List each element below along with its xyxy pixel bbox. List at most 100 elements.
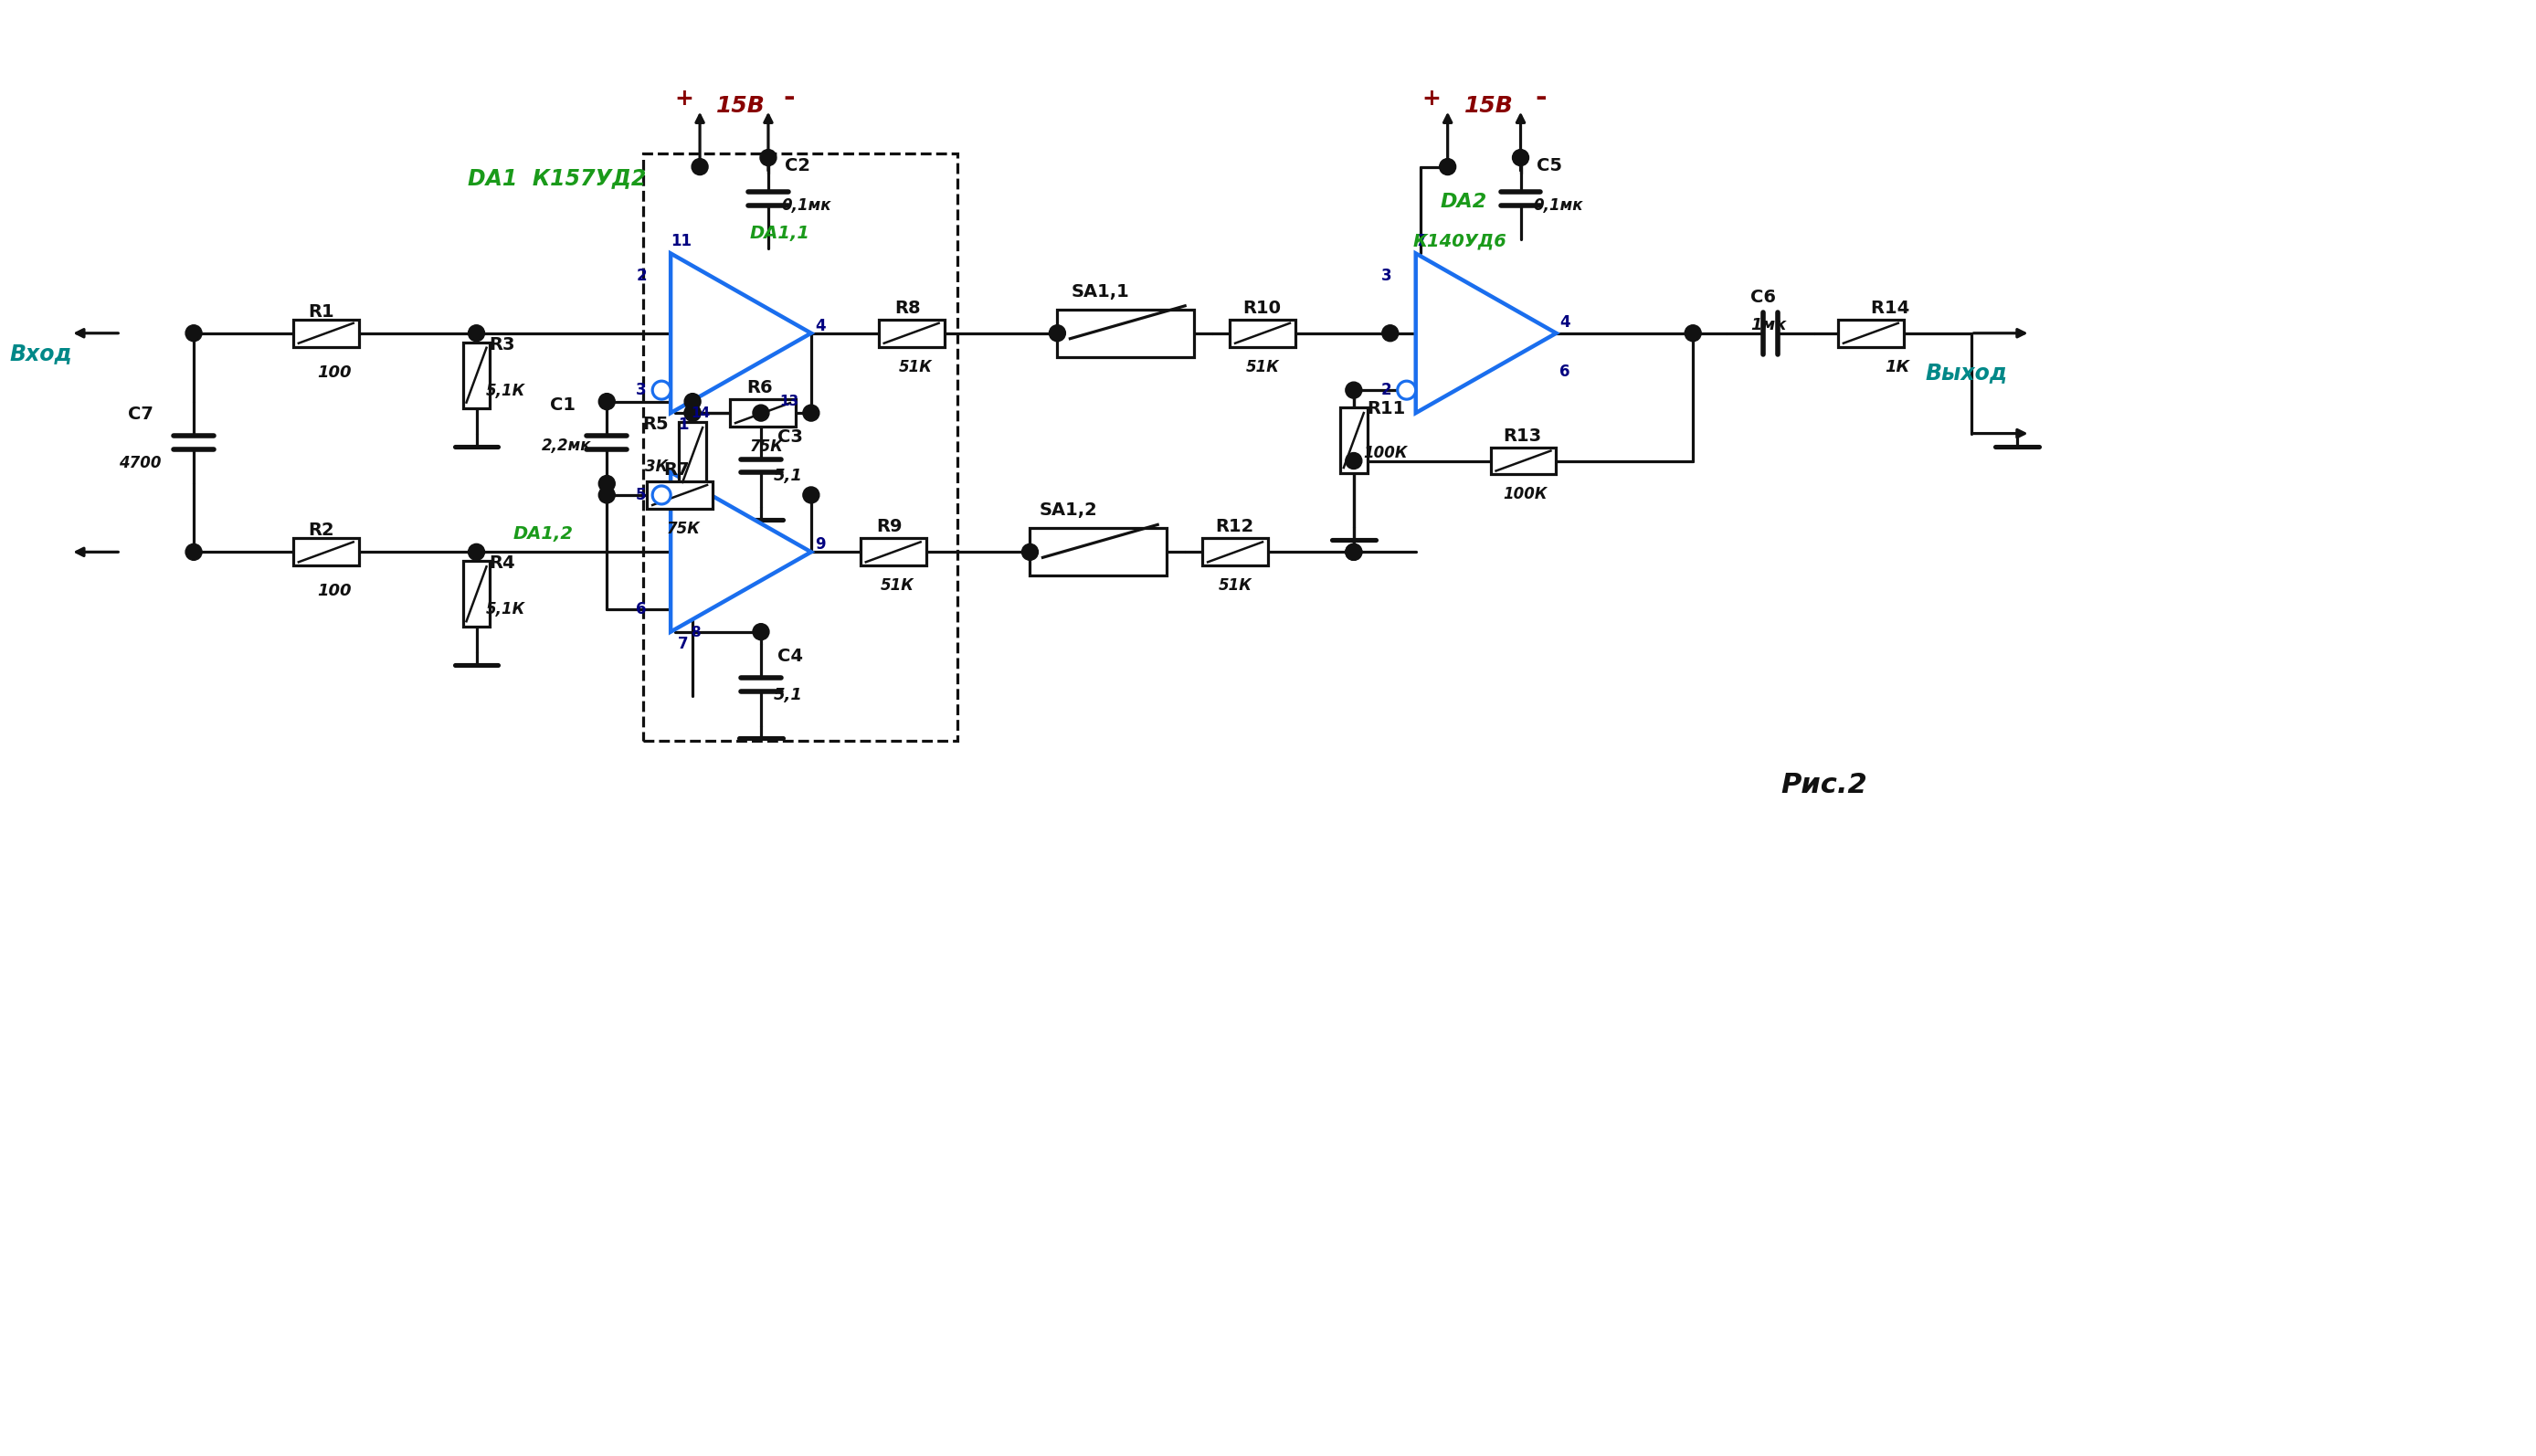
Text: R1: R1	[307, 303, 335, 320]
Bar	[1491, 447, 1557, 475]
Text: 15В: 15В	[1463, 95, 1514, 116]
Circle shape	[685, 405, 700, 421]
Bar	[877, 319, 943, 347]
Text: Выход: Выход	[1925, 361, 2009, 383]
Bar	[1230, 319, 1296, 347]
Polygon shape	[670, 472, 812, 632]
Circle shape	[692, 159, 708, 175]
Circle shape	[685, 405, 700, 421]
Text: 1: 1	[677, 416, 687, 432]
Circle shape	[1347, 543, 1362, 561]
Circle shape	[1050, 325, 1065, 341]
Bar	[647, 482, 713, 508]
Text: 100: 100	[317, 582, 350, 600]
Bar	[1030, 529, 1167, 575]
Text: R8: R8	[895, 300, 921, 317]
Text: R5: R5	[642, 415, 670, 432]
Bar	[644, 153, 956, 741]
Polygon shape	[1415, 253, 1557, 414]
Text: 2,2мк: 2,2мк	[540, 437, 591, 453]
Text: 4: 4	[1560, 314, 1570, 331]
Bar	[462, 561, 489, 626]
Circle shape	[1684, 325, 1702, 341]
Text: SA1,2: SA1,2	[1040, 502, 1098, 520]
Polygon shape	[670, 253, 812, 414]
Text: 4700: 4700	[119, 456, 162, 472]
Text: R11: R11	[1367, 400, 1405, 418]
Text: 5,1К: 5,1К	[484, 601, 525, 617]
Text: DA2: DA2	[1440, 194, 1486, 211]
Text: 2: 2	[1382, 381, 1392, 399]
Text: 1мк: 1мк	[1750, 317, 1785, 333]
Bar	[1202, 539, 1268, 566]
Circle shape	[598, 476, 616, 492]
Circle shape	[1511, 150, 1529, 166]
Circle shape	[1440, 159, 1456, 175]
Circle shape	[1397, 381, 1415, 399]
Text: SA1,1: SA1,1	[1070, 282, 1129, 300]
Circle shape	[753, 623, 768, 641]
Text: 11: 11	[670, 233, 692, 250]
Bar	[1839, 319, 1905, 347]
Text: 3: 3	[637, 381, 647, 399]
Circle shape	[598, 486, 616, 504]
Text: -: -	[1534, 84, 1547, 111]
Text: 100К: 100К	[1504, 486, 1547, 502]
Circle shape	[1022, 543, 1037, 561]
Text: R9: R9	[877, 518, 903, 536]
Text: 7: 7	[677, 635, 690, 652]
Text: DA1  К157УД2: DA1 К157УД2	[467, 167, 647, 189]
Text: R4: R4	[489, 555, 515, 572]
Text: R3: R3	[489, 336, 515, 354]
Circle shape	[1347, 453, 1362, 469]
Text: 51К: 51К	[1245, 358, 1281, 376]
Text: 75К: 75К	[667, 521, 700, 537]
Circle shape	[804, 486, 819, 504]
Text: 0,1мк: 0,1мк	[1534, 198, 1582, 214]
Circle shape	[753, 405, 768, 421]
Bar	[680, 422, 705, 488]
Text: 5,1: 5,1	[773, 467, 804, 483]
Text: C4: C4	[779, 648, 804, 664]
Text: +: +	[1423, 87, 1440, 109]
Bar	[1058, 310, 1194, 357]
Bar	[294, 319, 358, 347]
Text: Рис.2: Рис.2	[1780, 772, 1866, 798]
Text: К140УД6: К140УД6	[1413, 233, 1506, 250]
Circle shape	[685, 393, 700, 409]
Text: C7: C7	[127, 405, 155, 422]
Text: 5,1: 5,1	[773, 686, 804, 703]
Circle shape	[1382, 325, 1397, 341]
Circle shape	[652, 381, 670, 399]
Circle shape	[469, 325, 484, 341]
Bar	[860, 539, 926, 566]
Text: 15В: 15В	[715, 95, 766, 116]
Bar	[730, 399, 796, 427]
Circle shape	[185, 325, 203, 341]
Text: 7: 7	[1415, 233, 1425, 250]
Text: C5: C5	[1537, 157, 1562, 175]
Circle shape	[1347, 543, 1362, 561]
Text: 51К: 51К	[880, 578, 913, 594]
Text: 13: 13	[779, 395, 799, 408]
Text: C2: C2	[784, 157, 809, 175]
Text: 6: 6	[637, 601, 647, 617]
Text: 14: 14	[690, 406, 710, 421]
Text: R6: R6	[746, 379, 773, 396]
Text: R14: R14	[1872, 300, 1915, 317]
Circle shape	[598, 393, 616, 409]
Text: C3: C3	[779, 428, 804, 446]
Circle shape	[761, 150, 776, 166]
Text: 75К: 75К	[751, 438, 784, 454]
Circle shape	[652, 486, 670, 504]
Text: 6: 6	[1560, 363, 1570, 380]
Text: R10: R10	[1243, 300, 1281, 317]
Text: DA1,2: DA1,2	[512, 526, 573, 543]
Circle shape	[469, 543, 484, 561]
Text: 9: 9	[814, 536, 824, 553]
Text: C6: C6	[1750, 288, 1775, 306]
Text: R2: R2	[307, 521, 335, 539]
Text: +: +	[675, 87, 692, 109]
Circle shape	[1347, 381, 1362, 399]
Circle shape	[185, 543, 203, 561]
